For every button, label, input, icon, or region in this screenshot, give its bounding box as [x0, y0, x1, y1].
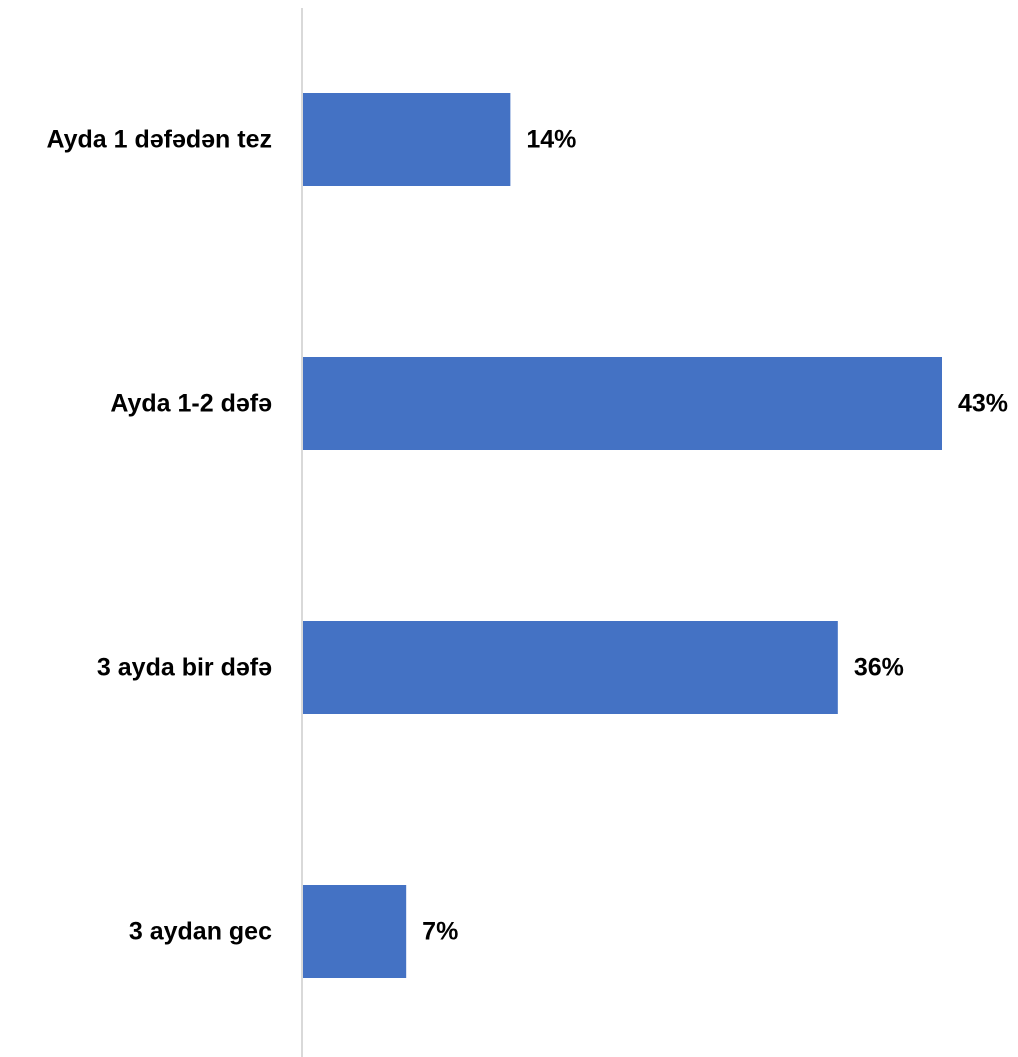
- value-label-1: 43%: [958, 390, 1008, 418]
- bar-2: [303, 621, 838, 714]
- category-label-0: Ayda 1 dəfədən tez: [46, 126, 272, 154]
- bar-3: [303, 885, 407, 978]
- bar-0: [303, 93, 511, 186]
- category-labels-group: Ayda 1 dəfədən tez Ayda 1-2 dəfə 3 ayda bi…: [46, 126, 272, 946]
- category-label-1: Ayda 1-2 dəfə: [110, 390, 272, 418]
- value-label-2: 36%: [854, 654, 904, 682]
- bars-group: [303, 93, 942, 978]
- value-labels-group: 14% 43% 36% 7%: [422, 126, 1008, 946]
- category-label-3: 3 aydan gec: [129, 918, 272, 946]
- value-label-0: 14%: [526, 126, 576, 154]
- value-label-3: 7%: [422, 918, 458, 946]
- bar-1: [303, 357, 942, 450]
- category-label-2: 3 ayda bir dəfə: [97, 654, 272, 682]
